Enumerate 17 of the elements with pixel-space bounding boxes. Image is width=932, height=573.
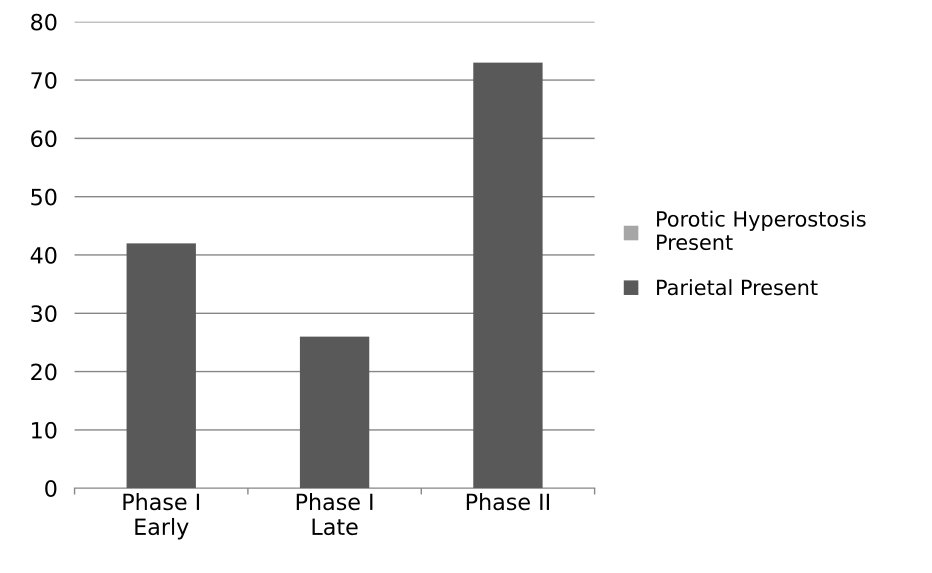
- y-tick-label: 10: [32, 422, 56, 439]
- legend-label: Parietal Present: [657, 279, 818, 296]
- y-tick-label: 80: [31, 14, 56, 31]
- x-tick-label: Phase I Early: [123, 493, 200, 540]
- y-tick-label: 30: [31, 305, 56, 322]
- bar: [126, 243, 196, 488]
- y-tick-label: 70: [31, 72, 56, 89]
- y-tick-label: 40: [30, 246, 56, 264]
- bar: [300, 336, 370, 488]
- bar: [473, 62, 543, 488]
- legend-label: Porotic Hyperostosis Present: [657, 210, 866, 250]
- y-tick-label: 50: [31, 188, 56, 206]
- y-tick-label: 60: [31, 130, 56, 148]
- x-tick-label: Phase I Late: [296, 493, 372, 536]
- x-tick-label: Phase II: [466, 493, 550, 510]
- y-tick-label: 0: [45, 480, 56, 497]
- y-tick-label: 20: [31, 364, 56, 380]
